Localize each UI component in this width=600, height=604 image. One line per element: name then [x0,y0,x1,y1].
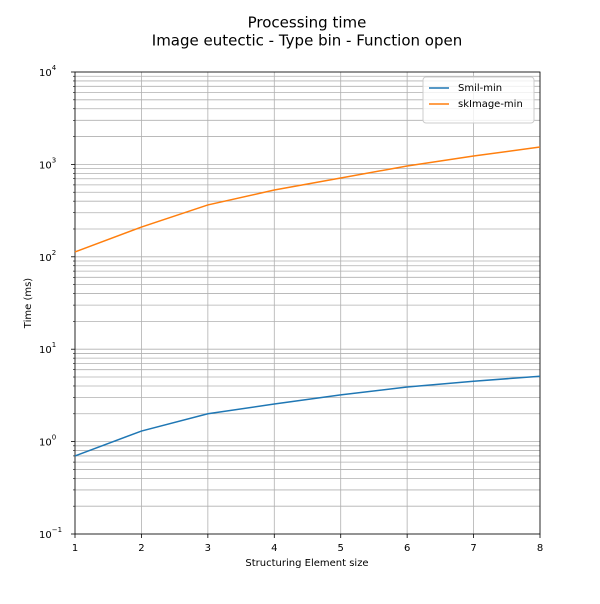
y-tick-label: 102 [39,249,56,264]
y-tick-base: 10 [39,253,52,264]
y-tick-exponent: 1 [52,341,56,349]
legend-label: skImage-min [458,99,523,110]
chart-title: Processing time [248,14,367,32]
y-tick-base: 10 [39,530,52,541]
x-tick-label: 2 [138,543,144,554]
y-tick-label: 10−1 [39,526,62,541]
y-tick-label: 100 [39,434,56,449]
chart-subtitle: Image eutectic - Type bin - Function ope… [152,32,462,50]
x-tick-label: 4 [271,543,277,554]
legend-label: Smil-min [458,83,502,94]
y-tick-label: 103 [39,156,56,171]
line [74,375,541,457]
x-tick-label: 5 [338,543,344,554]
legend-box [422,76,535,124]
y-tick-exponent: 4 [52,64,57,72]
y-tick-exponent: 2 [52,249,56,257]
y-tick-label: 104 [39,64,57,79]
x-tick-label: 1 [72,543,78,554]
plot-frame [74,71,541,535]
x-tick-label: 8 [537,543,543,554]
x-tick-label: 3 [205,543,211,554]
y-tick-label: 101 [39,341,56,356]
y-axis-label: Time (ms) [23,278,34,330]
x-tick-label: 7 [470,543,476,554]
y-tick-exponent: 0 [52,434,56,442]
y-tick-base: 10 [39,68,52,79]
x-tick-label: 6 [404,543,410,554]
y-tick-exponent: 3 [52,156,56,164]
y-tick-base: 10 [39,345,52,356]
line [74,146,541,253]
y-tick-exponent: −1 [52,526,62,534]
y-tick-base: 10 [39,438,52,449]
y-tick-base: 10 [39,160,52,171]
x-axis-label: Structuring Element size [245,558,368,569]
